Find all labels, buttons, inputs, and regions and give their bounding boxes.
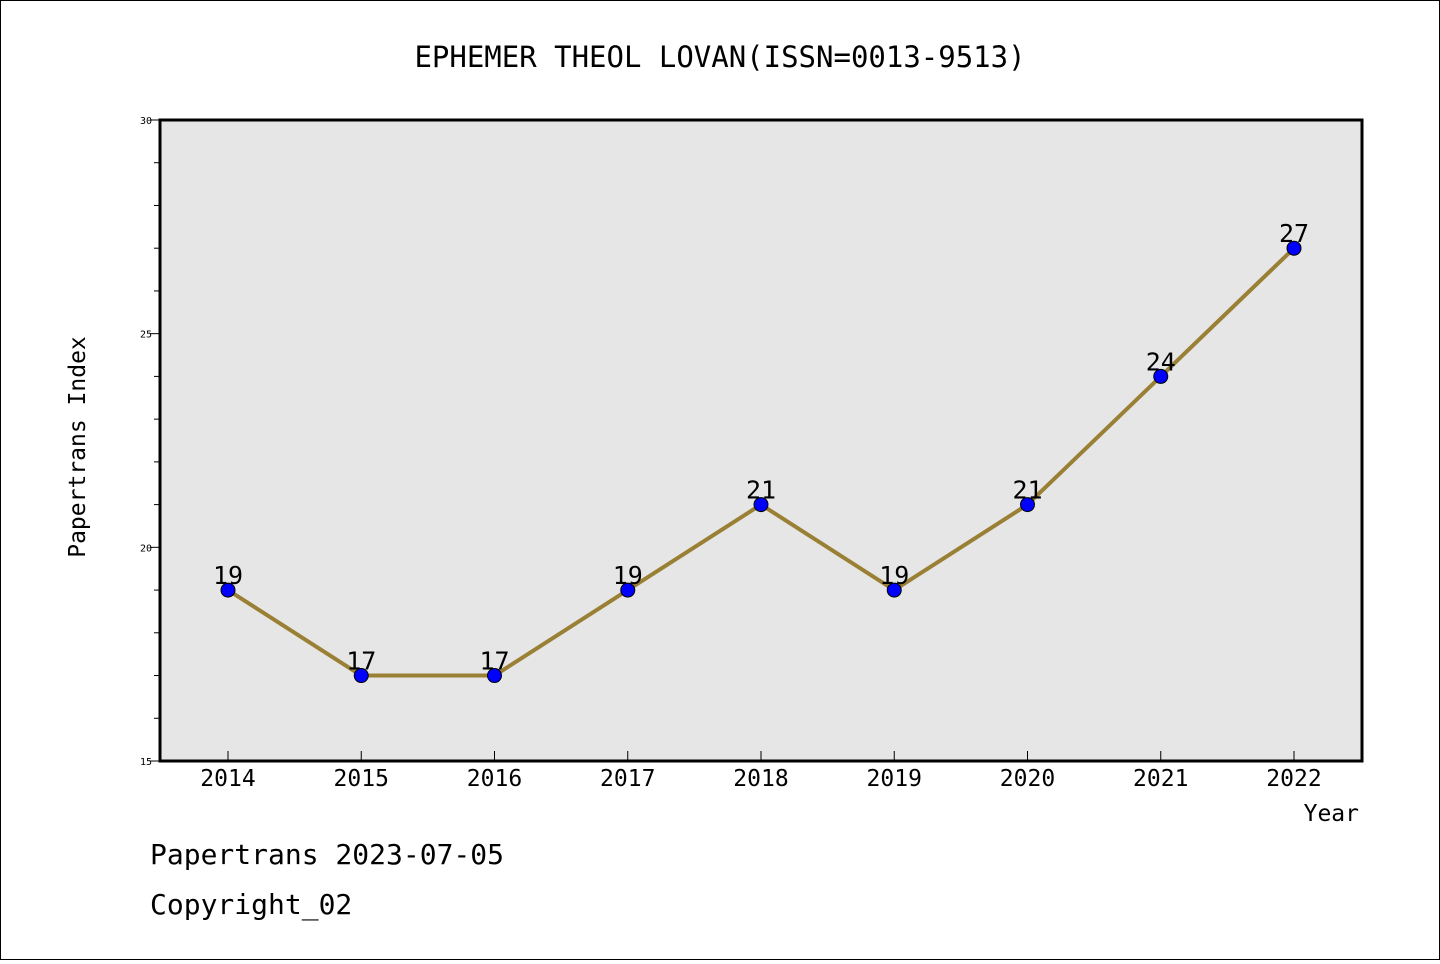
data-label: 19 (879, 561, 909, 590)
x-axis-title: Year (1304, 801, 1359, 827)
y-axis: 15 20 25 30 (140, 116, 160, 768)
x-axis: 2014 2015 2016 2017 2018 2019 2020 2021 2022 (200, 751, 1322, 792)
data-label: 17 (479, 647, 509, 676)
x-tick-label: 2017 (600, 766, 655, 792)
plot-area (158, 118, 1364, 763)
y-tick-label: 30 (140, 116, 152, 127)
data-label: 19 (613, 561, 643, 590)
x-tick-label: 2018 (733, 766, 788, 792)
x-tick-label: 2021 (1133, 766, 1188, 792)
x-tick-label: 2020 (1000, 766, 1055, 792)
data-point (886, 582, 902, 598)
data-point (753, 497, 769, 513)
data-label: 19 (213, 561, 243, 590)
data-point (353, 668, 369, 684)
x-tick-label: 2014 (200, 766, 255, 792)
chart-title: EPHEMER THEOL LOVAN(ISSN=0013-9513) (414, 40, 1025, 74)
data-point (487, 668, 502, 684)
data-label: 17 (346, 647, 376, 676)
data-point (1020, 497, 1035, 513)
x-tick-label: 2015 (334, 766, 389, 792)
data-label: 24 (1146, 347, 1176, 376)
x-tick-label: 2016 (467, 766, 522, 792)
data-label: 21 (1012, 476, 1042, 505)
data-point (1153, 368, 1169, 384)
y-tick-label: 20 (140, 543, 152, 554)
footer-date: Papertrans 2023-07-05 (150, 838, 504, 871)
data-label: 21 (746, 476, 776, 505)
data-point (620, 582, 636, 598)
footer-copyright: Copyright_02 (150, 888, 352, 922)
x-tick-label: 2022 (1266, 766, 1321, 792)
x-tick-label: 2019 (867, 766, 922, 792)
series-group: 19 17 17 19 21 19 21 24 27 (213, 219, 1309, 684)
y-tick-label: 25 (140, 330, 152, 341)
data-point (220, 582, 236, 598)
data-point (1286, 240, 1302, 256)
data-label: 27 (1279, 219, 1309, 248)
y-tick-label: 15 (140, 757, 152, 768)
y-axis-title: Papertrans Index (65, 336, 91, 558)
